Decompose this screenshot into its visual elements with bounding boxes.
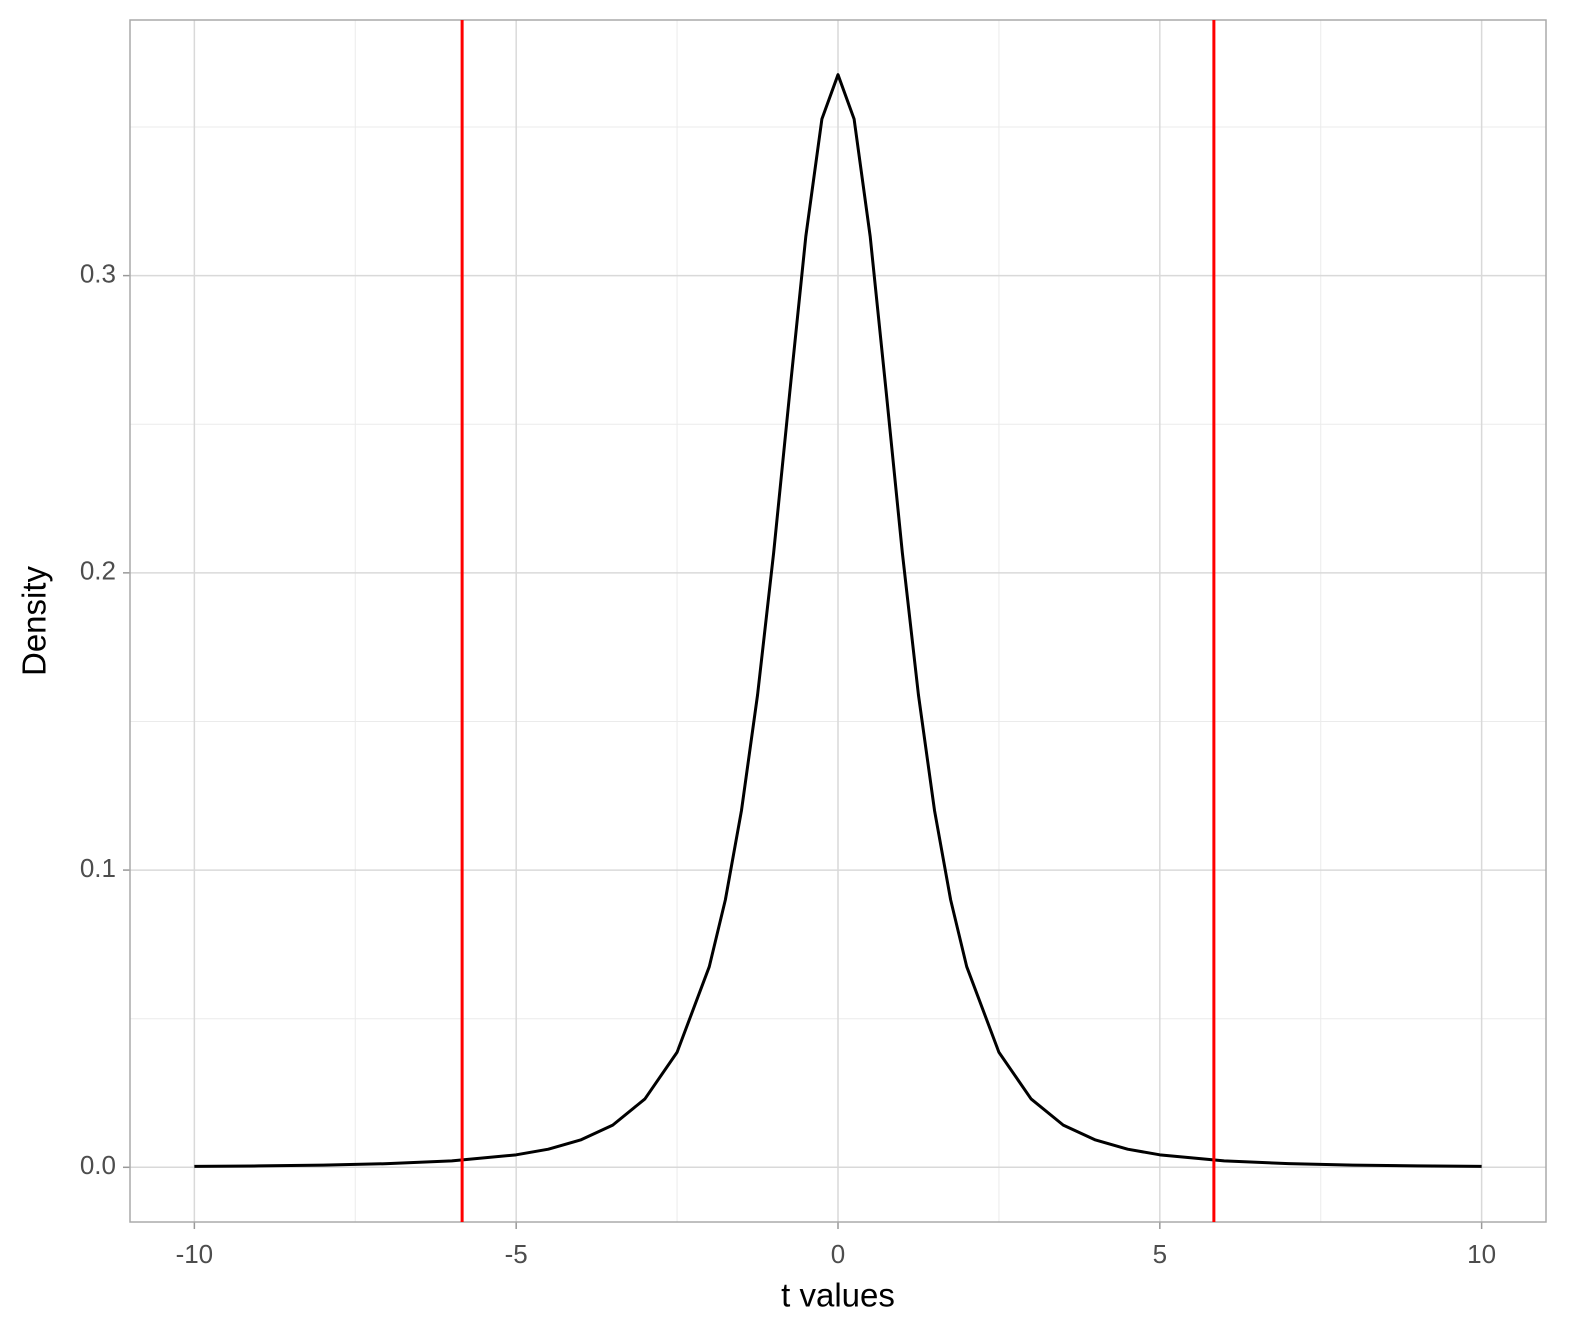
x-axis-title: t values [781, 1277, 895, 1314]
x-tick-label: -5 [505, 1239, 528, 1269]
x-tick-label: 0 [831, 1239, 845, 1269]
panel-border [129, 19, 1547, 1223]
y-axis-title: Density [16, 565, 53, 676]
density-line [194, 73, 1482, 1168]
x-tick-label: 5 [1153, 1239, 1167, 1269]
y-tick-label: 0.0 [80, 1150, 116, 1180]
y-tick-label: 0.2 [80, 556, 116, 586]
x-tick-label: -10 [176, 1239, 214, 1269]
y-tick-label: 0.1 [80, 853, 116, 883]
x-tick-label: 10 [1467, 1239, 1496, 1269]
y-tick-label: 0.3 [80, 258, 116, 288]
